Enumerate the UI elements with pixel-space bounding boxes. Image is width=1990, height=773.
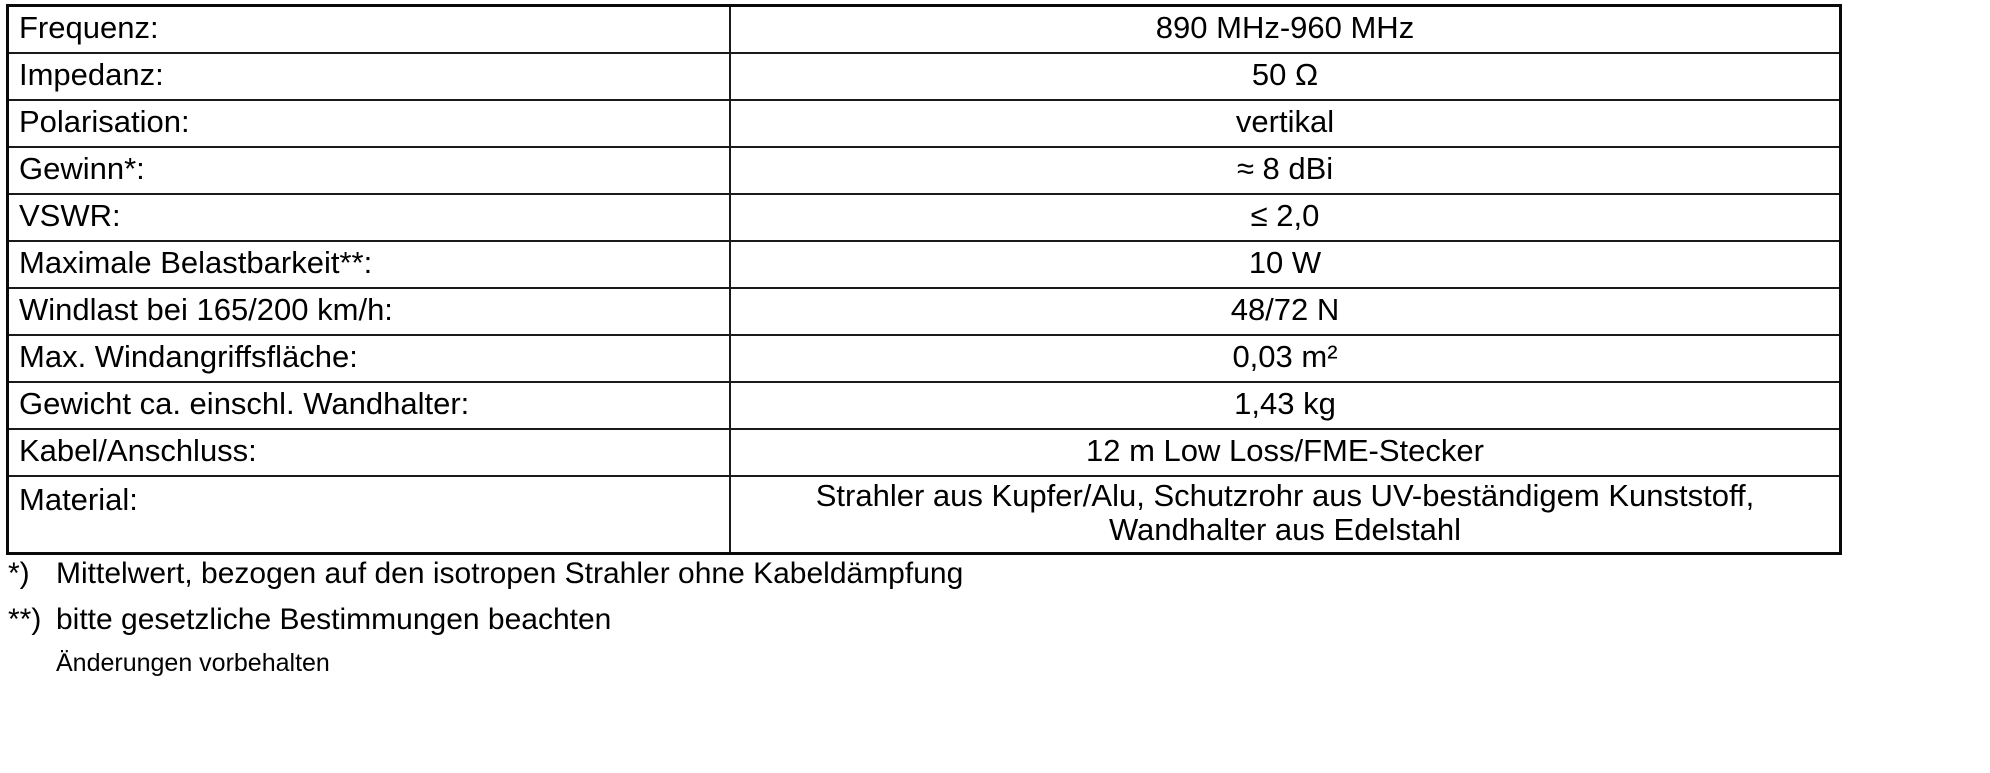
spec-label-windlast: Windlast bei 165/200 km/h:: [6, 286, 731, 336]
spec-label-gewicht: Gewicht ca. einschl. Wandhalter:: [6, 380, 731, 430]
spec-value-frequenz: 890 MHz-960 MHz: [729, 4, 1842, 54]
spec-value-gewinn: ≈ 8 dBi: [729, 145, 1842, 195]
footnote-belastbarkeit: **) bitte gesetzliche Bestimmungen beach…: [8, 602, 1108, 638]
table-row: Impedanz: 50 Ω: [6, 51, 1842, 101]
footnote-marker: **): [8, 603, 42, 636]
spec-label-polarisation: Polarisation:: [6, 98, 731, 148]
spec-label-vswr: VSWR:: [6, 192, 731, 242]
spec-value-gewicht: 1,43 kg: [729, 380, 1842, 430]
spec-value-vswr: ≤ 2,0: [729, 192, 1842, 242]
table-row: Material: Strahler aus Kupfer/Alu, Schut…: [6, 474, 1842, 555]
table-row: Maximale Belastbarkeit**: 10 W: [6, 239, 1842, 289]
spec-value-kabel-anschluss: 12 m Low Loss/FME-Stecker: [729, 427, 1842, 477]
table-row: Windlast bei 165/200 km/h: 48/72 N: [6, 286, 1842, 336]
spec-value-impedanz: 50 Ω: [729, 51, 1842, 101]
spec-label-windangriffsflaeche: Max. Windangriffsfläche:: [6, 333, 731, 383]
table-row: Gewinn*: ≈ 8 dBi: [6, 145, 1842, 195]
spec-label-frequenz: Frequenz:: [6, 4, 731, 54]
table-row: Kabel/Anschluss: 12 m Low Loss/FME-Steck…: [6, 427, 1842, 477]
footnote-text: Mittelwert, bezogen auf den isotropen St…: [56, 557, 964, 590]
spec-value-material: Strahler aus Kupfer/Alu, Schutzrohr aus …: [729, 474, 1842, 555]
footnote-gewinn: *) Mittelwert, bezogen auf den isotropen…: [8, 556, 1108, 592]
spec-label-material: Material:: [6, 474, 731, 555]
table-row: Polarisation: vertikal: [6, 98, 1842, 148]
table-row: Max. Windangriffsfläche: 0,03 m²: [6, 333, 1842, 383]
spec-label-impedanz: Impedanz:: [6, 51, 731, 101]
spec-value-polarisation: vertikal: [729, 98, 1842, 148]
table-row: Gewicht ca. einschl. Wandhalter: 1,43 kg: [6, 380, 1842, 430]
spec-value-belastbarkeit: 10 W: [729, 239, 1842, 289]
spec-value-windangriffsflaeche: 0,03 m²: [729, 333, 1842, 383]
spec-table: Frequenz: 890 MHz-960 MHz Impedanz: 50 Ω…: [6, 4, 1842, 555]
footnote-text: bitte gesetzliche Bestimmungen beachten: [56, 603, 612, 636]
spec-value-windlast: 48/72 N: [729, 286, 1842, 336]
table-row: Frequenz: 890 MHz-960 MHz: [6, 4, 1842, 54]
footnotes: *) Mittelwert, bezogen auf den isotropen…: [8, 556, 1108, 678]
footnote-marker: *): [8, 557, 30, 590]
spec-label-kabel-anschluss: Kabel/Anschluss:: [6, 427, 731, 477]
spec-label-belastbarkeit: Maximale Belastbarkeit**:: [6, 239, 731, 289]
disclaimer-text: Änderungen vorbehalten: [56, 649, 330, 677]
table-row: VSWR: ≤ 2,0: [6, 192, 1842, 242]
spec-label-gewinn: Gewinn*:: [6, 145, 731, 195]
